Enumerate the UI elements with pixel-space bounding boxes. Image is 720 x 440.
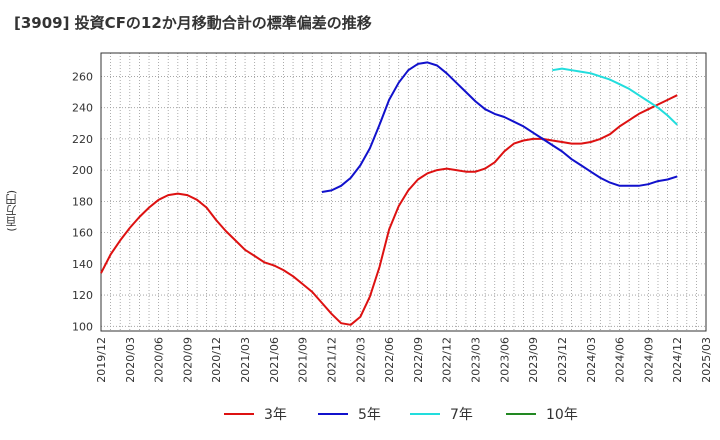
x-tick-label: 2023/09: [527, 337, 540, 383]
plot-area: [101, 53, 706, 331]
y-tick-label: 100: [72, 320, 93, 333]
x-tick-label: 2020/03: [124, 337, 137, 383]
x-tick-label: 2021/03: [239, 337, 252, 383]
x-tick-label: 2021/09: [297, 337, 310, 383]
x-tick-label: 2022/03: [354, 337, 367, 383]
plot-frame: [100, 52, 707, 332]
x-tick-label: 2024/06: [614, 337, 627, 383]
y-tick-label: 240: [72, 102, 93, 115]
legend-label: 10年: [546, 407, 578, 423]
y-tick-label: 220: [72, 133, 93, 146]
x-tick-label: 2022/09: [412, 337, 425, 383]
x-tick-label: 2024/03: [585, 337, 598, 383]
y-tick-label: 180: [72, 195, 93, 208]
y-tick-label: 200: [72, 164, 93, 177]
legend-label: 3年: [264, 407, 287, 423]
y-tick-label: 140: [72, 258, 93, 271]
x-tick-label: 2019/12: [95, 337, 108, 383]
legend-label: 5年: [358, 407, 381, 423]
x-tick-label: 2024/09: [642, 337, 655, 383]
x-tick-label: 2024/12: [671, 337, 684, 383]
series-line: [321, 61, 678, 193]
series-line: [100, 94, 678, 326]
x-tick-label: 2022/12: [441, 337, 454, 383]
x-tick-label: 2021/12: [325, 337, 338, 383]
x-tick-label: 2025/03: [700, 337, 713, 383]
x-tick-label: 2023/03: [470, 337, 483, 383]
chart-title: [3909] 投資CFの12か月移動合計の標準偏差の推移: [14, 14, 372, 32]
x-tick-label: 2023/06: [498, 337, 511, 383]
x-tick-label: 2020/06: [153, 337, 166, 383]
x-tick-label: 2020/12: [210, 337, 223, 383]
x-tick-label: 2022/06: [383, 337, 396, 383]
legend-label: 7年: [450, 407, 473, 423]
y-tick-label: 160: [72, 227, 93, 240]
x-tick-label: 2020/09: [181, 337, 194, 383]
y-tick-label: 260: [72, 70, 93, 83]
x-tick-label: 2021/06: [268, 337, 281, 383]
series-line: [552, 67, 678, 126]
x-tick-label: 2023/12: [556, 337, 569, 383]
y-tick-label: 120: [72, 289, 93, 302]
